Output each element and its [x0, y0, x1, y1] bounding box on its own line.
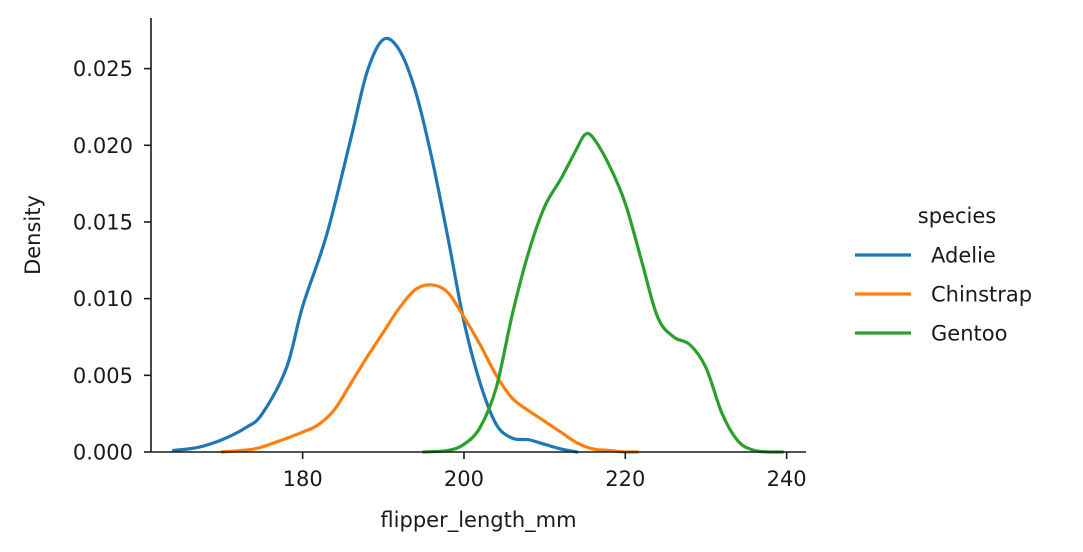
- y-tick-label: 0.005: [73, 364, 133, 388]
- legend-label-gentoo: Gentoo: [931, 322, 1007, 346]
- x-tick-label: 200: [444, 467, 484, 491]
- y-tick-label: 0.010: [73, 287, 133, 311]
- legend-label-adelie: Adelie: [931, 244, 996, 268]
- legend-label-chinstrap: Chinstrap: [931, 283, 1032, 307]
- y-tick-label: 0.000: [73, 441, 133, 465]
- x-tick-label: 180: [283, 467, 323, 491]
- series-line-gentoo: [422, 131, 785, 454]
- x-ticks: 180 200 220 240: [283, 452, 807, 491]
- y-ticks: 0.000 0.005 0.010 0.015 0.020 0.025: [73, 57, 151, 465]
- y-tick-label: 0.015: [73, 210, 133, 234]
- axes: 180 200 220 240 0.0000.0050.0100.0150.0200.…: [21, 18, 807, 533]
- x-axis-label: flipper_length_mm: [380, 508, 576, 533]
- legend-title: species: [918, 204, 996, 228]
- x-tick-label: 220: [605, 467, 645, 491]
- y-axis-label: Density: [21, 195, 45, 275]
- y-tick-label: 0.025: [73, 57, 133, 81]
- series-line-chinstrap: [220, 283, 640, 454]
- legend: species Adelie Chinstrap Gentoo: [855, 204, 1032, 346]
- series-line-adelie: [171, 36, 579, 454]
- y-tick-label: 0.020: [73, 134, 133, 158]
- plot-area: [171, 36, 785, 454]
- x-tick-label: 240: [767, 467, 807, 491]
